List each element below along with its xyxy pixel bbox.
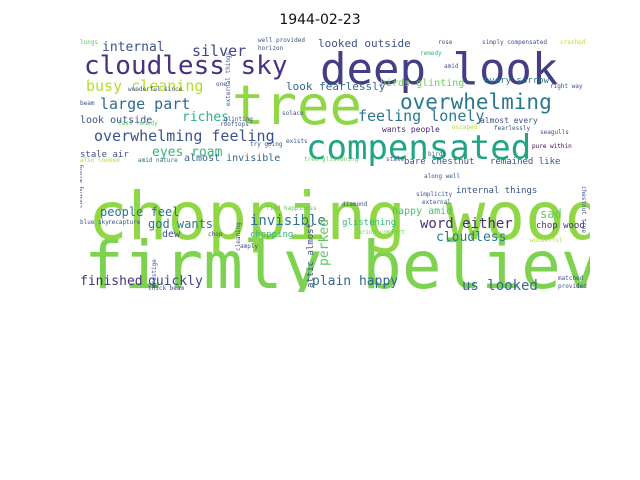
- word-external: external: [422, 199, 451, 206]
- word-remedy: remedy: [420, 50, 442, 57]
- word-compensated: compensated: [306, 128, 531, 168]
- word-external-things: external things: [225, 51, 232, 106]
- word-almost-invisible: almost invisible: [184, 153, 280, 164]
- word-remained-like: remained like: [490, 157, 560, 167]
- word-overwhelming: overwhelming: [400, 90, 552, 114]
- word-simply-compensated: simply compensated: [482, 39, 547, 46]
- word-provided: provided: [558, 283, 587, 290]
- word-invisible: invisible: [250, 213, 326, 229]
- word-also-looked: also looked: [80, 157, 120, 164]
- word-escaped: escaped: [452, 124, 478, 131]
- word-stale-air: stale air: [80, 150, 129, 160]
- word-internal: internal: [102, 40, 165, 55]
- word-chopping: chopping: [250, 230, 293, 240]
- word-prestige: prestige: [151, 259, 158, 288]
- word-crashed: crashed: [560, 39, 586, 46]
- word-coming-along: coming along: [80, 164, 84, 208]
- word-looked-outside: looked outside: [318, 37, 411, 50]
- word-birds: birds: [428, 151, 446, 158]
- word-us-looked: us looked: [462, 278, 538, 292]
- word-firmly-believe: firmly believe: [84, 227, 590, 292]
- word-glinting: glinting: [224, 116, 253, 123]
- word-people-feel: people feel: [100, 205, 179, 219]
- word-bare-chestnut: bare chestnut: [404, 157, 474, 167]
- word-glistening: glistening: [342, 218, 396, 228]
- word-word-either: word either: [420, 216, 513, 232]
- word-try-going: try going: [250, 141, 283, 148]
- chart-title: 1944-02-23: [279, 12, 361, 28]
- word-matched: matched: [558, 275, 584, 282]
- word-dew: dew: [162, 229, 181, 240]
- word-feeling-lonely: feeling lonely: [358, 107, 484, 125]
- word-one: one: [216, 81, 227, 88]
- word-every-sorrow: every sorrow: [484, 76, 550, 86]
- word-almost-every: almost every: [480, 116, 538, 125]
- word-look-fearlessly: look fearlessly: [286, 80, 386, 93]
- word-diamond: diamond: [342, 201, 368, 208]
- word-chop-wood: chop wood: [536, 221, 585, 231]
- word-recapture: recapture: [108, 219, 141, 226]
- word-well-provided: well provided: [258, 37, 305, 44]
- word-right-way: right way: [550, 83, 583, 90]
- word-solace: solace: [282, 110, 304, 117]
- word-plain-happy: plain happy: [312, 274, 398, 289]
- word-internal-things: internal things: [456, 186, 537, 196]
- word-chopping-wood: chopping wood: [88, 178, 590, 255]
- word-riches: riches: [182, 110, 229, 125]
- word-amply: amply: [240, 243, 258, 250]
- word-happy-amid: happy amid: [392, 206, 452, 217]
- word-look-outside: look outside: [80, 115, 152, 126]
- word-along-well: along well: [424, 173, 461, 180]
- word-birds-glinting: birds glinting: [380, 78, 464, 89]
- word-bring-comfort: bring comfort: [358, 229, 405, 236]
- word-large-part: large part: [100, 95, 190, 113]
- word-cloudless: cloudless: [436, 230, 506, 245]
- word-stale: stale: [386, 156, 404, 163]
- word-wonderful-since: wonderful since: [128, 86, 183, 93]
- word-pure-within: pure within: [532, 143, 572, 150]
- word-sad: sad: [540, 207, 562, 221]
- word-seagulls: seagulls: [540, 129, 569, 136]
- word-silver: silver: [192, 42, 246, 60]
- word-finished: finished: [80, 274, 143, 289]
- word-god-wants: god wants: [148, 217, 213, 231]
- word-amid: amid: [444, 63, 459, 70]
- word-horizon: horizon: [258, 45, 284, 52]
- word-quickly: quickly: [148, 274, 203, 289]
- word-tree: tree: [232, 74, 362, 137]
- word-deep-look: deep look: [320, 44, 558, 95]
- word-perked: perked: [317, 219, 332, 266]
- word-cloudless-sky: cloudless sky: [84, 51, 288, 81]
- word-rooftops: rooftops: [220, 121, 249, 128]
- word-amid-nature: amid nature: [138, 157, 178, 164]
- word-find-happiness: find happiness: [266, 205, 317, 212]
- word-lungs: lungs: [80, 39, 98, 46]
- word-wants-people: wants people: [382, 125, 440, 134]
- word-rose: rose: [438, 39, 453, 46]
- word-last-remedy: last remedy: [118, 120, 158, 127]
- word-eyes-roam: eyes roam: [152, 145, 223, 160]
- word-wonderful: wonderful: [530, 237, 563, 244]
- word-simplicity: simplicity: [416, 191, 453, 198]
- word-blue-sky: blue sky: [80, 219, 109, 226]
- word-overwhelming-feeling: overwhelming feeling: [94, 127, 275, 145]
- word-cleaning: cleaning: [235, 222, 242, 251]
- word-chestnut-tree: chestnut tree: [580, 186, 587, 233]
- word-tree-glistening: tree glistening: [304, 156, 359, 163]
- word-beam: beam: [80, 100, 95, 107]
- word-exists: exists: [286, 138, 308, 145]
- word-busy-cleaning: busy cleaning: [86, 77, 203, 95]
- word-chop: chop: [208, 231, 223, 238]
- word-attic-almost: attic almost: [306, 223, 316, 288]
- word-fearlessly: fearlessly: [494, 125, 531, 132]
- word-thick-beam: thick beam: [148, 285, 185, 292]
